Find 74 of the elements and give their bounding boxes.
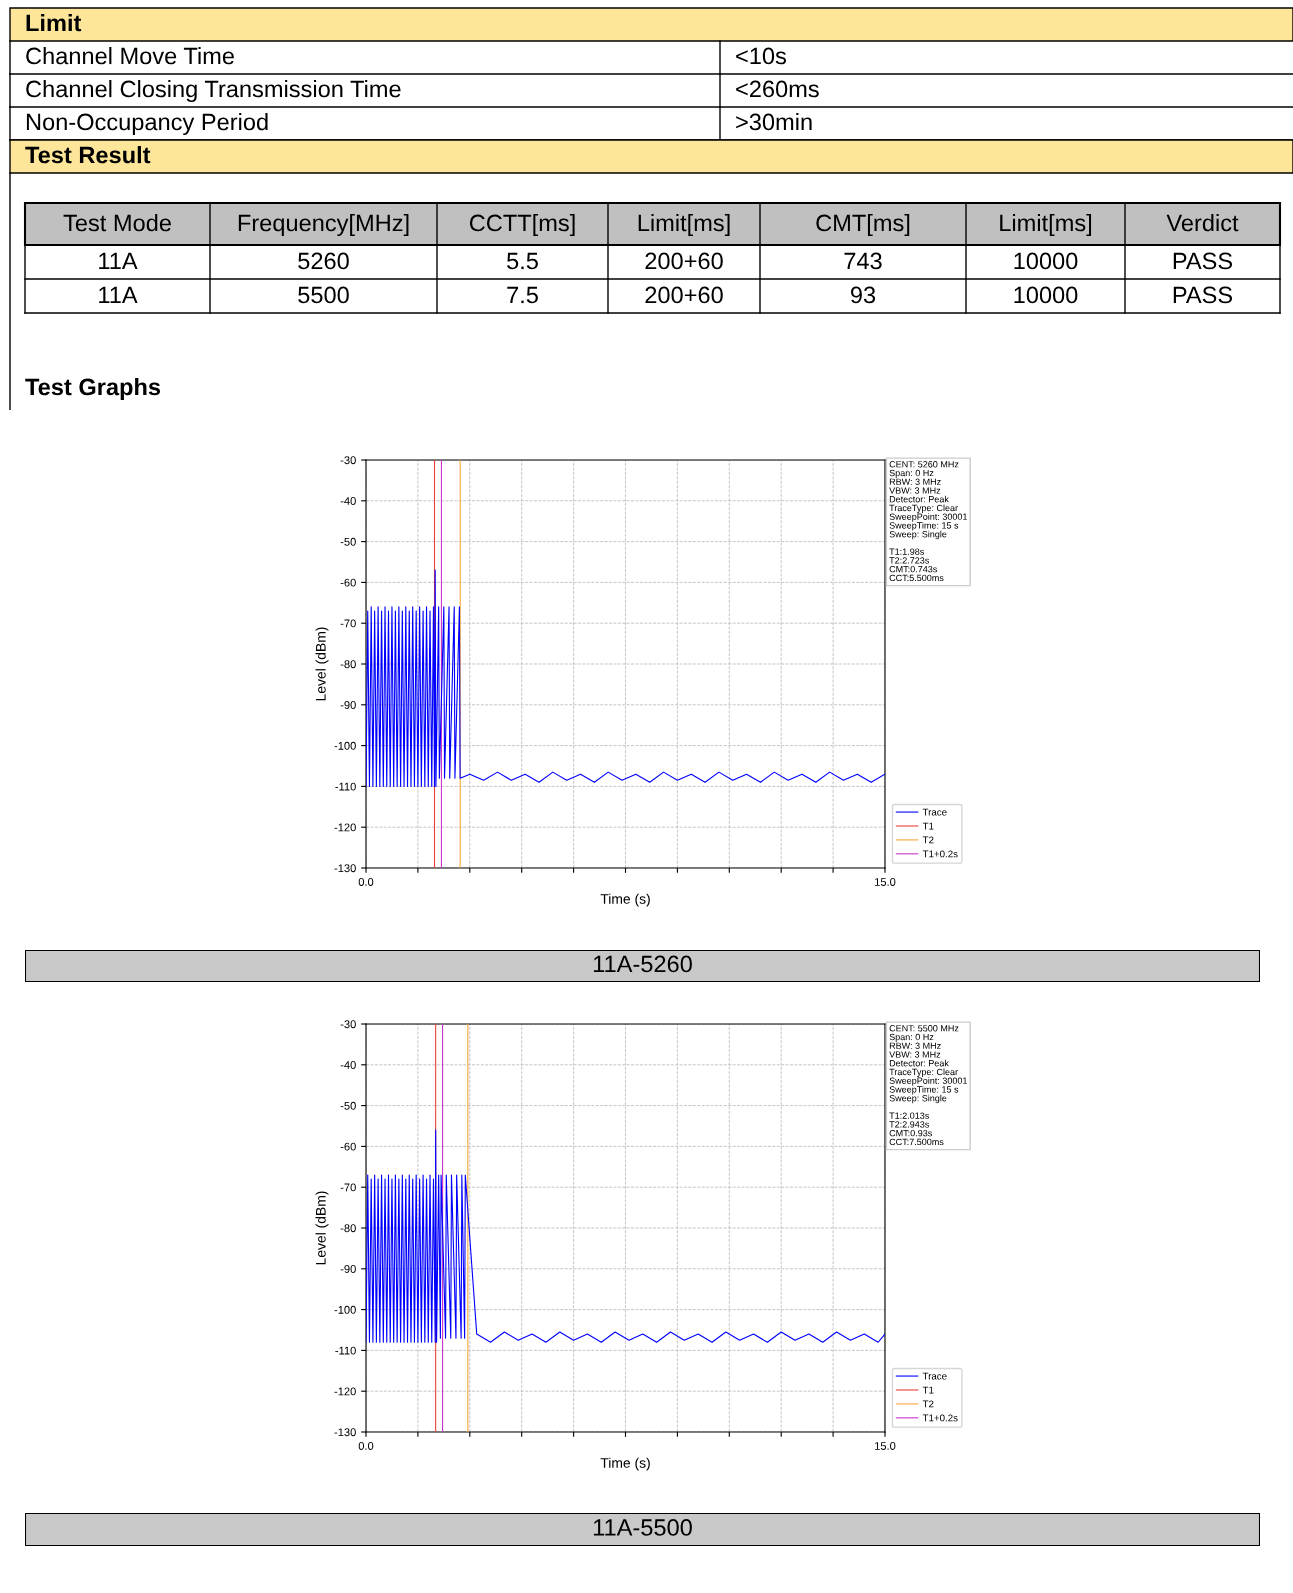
category-label: Test Mode (63, 214, 171, 232)
text: T1:2.013s T2:2.943s CMT:0.93s CCT:7.500ms (889, 1112, 944, 1146)
text: <260ms (736, 80, 819, 98)
text: >30min (736, 113, 812, 131)
text: 5260 (298, 252, 349, 270)
category-label: Frequency[MHz] (238, 214, 409, 237)
category-label: Limit[ms] (638, 214, 730, 237)
text: 11A-5500 (593, 1519, 692, 1536)
text: 200+60 (645, 286, 723, 304)
category-label: Limit[ms] (1000, 214, 1092, 237)
text: Channel Move Time (26, 47, 234, 65)
text: CENT: 5500 MHz Span: 0 Hz RBW: 3 MHz VBW: 3 MHz Detector: Peak TraceType: Clear SweepPoint: 30001 SweepTime: 15 s Sweep: Single (889, 1025, 968, 1104)
y-axis-title: Level (dBm) (315, 1191, 329, 1265)
y-tick-label: -130 (334, 864, 356, 873)
y-tick-label: -60 (340, 1142, 356, 1151)
y-tick-label: -50 (340, 1101, 356, 1110)
y-tick-label: -110 (335, 1346, 356, 1355)
text: Test Graphs (25, 378, 161, 401)
y-tick-label: -130 (334, 1428, 356, 1437)
text: T1:1.98s T2:2.723s CMT:0.743s CCT:5.500ms (889, 548, 944, 582)
text: <10s (736, 47, 786, 65)
y-tick-label: -90 (340, 1265, 356, 1273)
y-tick-label: -80 (340, 1224, 356, 1233)
legend-label: Trace (922, 1372, 947, 1380)
legend-label: T1 (922, 1386, 934, 1394)
x-tick-label: 0.0 (358, 878, 374, 886)
y-tick-label: -30 (340, 1020, 356, 1029)
y-tick-label: -70 (340, 1183, 356, 1192)
category-label: Verdict (1166, 214, 1239, 232)
y-tick-label: -80 (340, 660, 356, 669)
legend-label: T1+0.2s (922, 1414, 958, 1422)
text: 93 (850, 286, 876, 304)
x-tick-label: 15.0 (875, 878, 896, 886)
text: 11A (99, 252, 138, 270)
y-tick-label: -100 (334, 1305, 356, 1314)
text: 7.5 (507, 286, 538, 304)
y-tick-label: -120 (334, 823, 356, 832)
x-axis-title: Time (s) (600, 893, 650, 907)
text: 11A (99, 286, 138, 304)
text: PASS (1173, 252, 1233, 270)
y-tick-label: -110 (335, 782, 356, 791)
text: 10000 (1014, 252, 1078, 270)
y-tick-label: -60 (340, 578, 356, 587)
text: 743 (844, 252, 882, 270)
y-tick-label: -120 (334, 1387, 356, 1396)
text: Non-Occupancy Period (26, 113, 268, 136)
x-axis-title: Time (s) (600, 1457, 650, 1471)
text: 5.5 (507, 252, 538, 270)
legend-label: T1 (922, 822, 934, 830)
y-axis-title: Level (dBm) (315, 627, 329, 701)
legend-label: Trace (922, 808, 947, 816)
text: Test Result (25, 146, 151, 164)
y-tick-label: -40 (340, 1061, 356, 1069)
text: Limit (26, 14, 82, 32)
text: Channel Closing Transmission Time (26, 80, 401, 103)
x-tick-label: 0.0 (358, 1442, 374, 1450)
category-label: CMT[ms] (816, 214, 910, 237)
y-tick-label: -70 (340, 619, 356, 628)
y-tick-label: -30 (340, 456, 356, 465)
category-label: CCTT[ms] (469, 214, 575, 237)
text: 10000 (1014, 286, 1078, 304)
text: 11A-5260 (593, 955, 692, 973)
x-tick-label: 15.0 (875, 1442, 896, 1450)
legend-label: T2 (922, 836, 934, 844)
text: PASS (1173, 286, 1233, 304)
y-tick-label: -40 (340, 497, 356, 505)
y-tick-label: -50 (340, 537, 356, 546)
y-tick-label: -90 (340, 701, 356, 709)
legend-label: T2 (922, 1400, 934, 1408)
y-tick-label: -100 (334, 741, 356, 750)
text: CENT: 5260 MHz Span: 0 Hz RBW: 3 MHz VBW: 3 MHz Detector: Peak TraceType: Clear SweepPoint: 30001 SweepTime: 15 s Sweep: Single (889, 461, 968, 540)
text: 200+60 (645, 252, 723, 270)
legend-label: T1+0.2s (922, 850, 958, 858)
text: 5500 (298, 286, 349, 304)
